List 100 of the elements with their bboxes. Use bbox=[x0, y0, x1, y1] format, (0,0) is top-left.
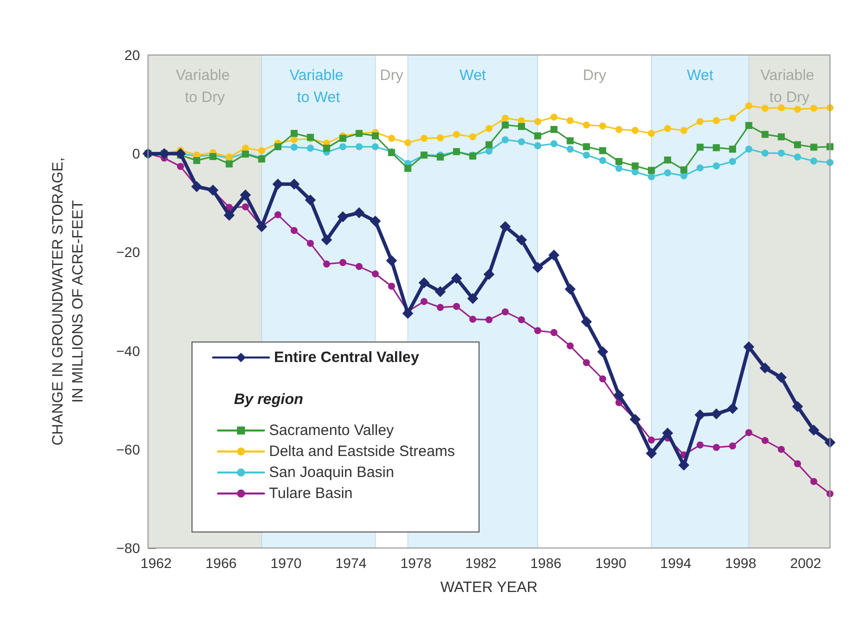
point bbox=[648, 130, 655, 137]
point bbox=[518, 138, 525, 146]
point bbox=[680, 126, 688, 134]
point bbox=[729, 158, 736, 165]
point bbox=[290, 136, 298, 144]
point bbox=[486, 124, 492, 132]
y-tick-label: −20 bbox=[116, 244, 140, 260]
point bbox=[760, 362, 771, 374]
point bbox=[323, 144, 330, 152]
point bbox=[794, 460, 802, 468]
legend-label: Tulare Basin bbox=[269, 485, 353, 502]
point bbox=[372, 132, 379, 140]
point bbox=[372, 270, 379, 278]
y-tick-label: −80 bbox=[116, 540, 140, 556]
band-label: Variable to Wet bbox=[289, 67, 348, 106]
point bbox=[794, 154, 802, 161]
point bbox=[712, 444, 720, 451]
y-tick-label: −60 bbox=[116, 441, 140, 458]
point bbox=[306, 144, 314, 152]
point bbox=[664, 156, 672, 164]
point bbox=[226, 160, 233, 168]
point bbox=[729, 442, 736, 450]
point bbox=[290, 144, 298, 151]
point bbox=[582, 359, 590, 366]
point bbox=[743, 341, 754, 352]
point bbox=[272, 178, 284, 190]
point bbox=[632, 126, 639, 134]
x-tick-label: 1978 bbox=[400, 555, 432, 571]
point bbox=[550, 114, 558, 121]
band-label: Dry bbox=[380, 67, 404, 84]
point bbox=[469, 133, 476, 140]
point bbox=[648, 436, 655, 444]
point bbox=[306, 240, 314, 247]
point bbox=[290, 227, 298, 234]
point bbox=[548, 250, 560, 261]
point bbox=[680, 166, 688, 174]
point bbox=[712, 162, 720, 170]
point bbox=[323, 260, 330, 268]
point bbox=[597, 346, 608, 358]
point bbox=[486, 316, 492, 324]
point bbox=[599, 375, 606, 382]
point bbox=[486, 141, 492, 148]
x-tick-label: 1970 bbox=[270, 555, 302, 571]
point bbox=[613, 390, 624, 401]
point bbox=[808, 424, 820, 436]
point bbox=[778, 446, 785, 453]
point bbox=[518, 316, 525, 324]
point bbox=[582, 122, 590, 129]
point bbox=[304, 194, 316, 206]
point bbox=[354, 207, 365, 218]
point bbox=[534, 142, 542, 150]
x-tick-label: 1990 bbox=[595, 555, 627, 571]
point bbox=[467, 293, 478, 304]
x-tick-label: 1982 bbox=[465, 555, 497, 571]
point bbox=[386, 255, 398, 266]
legend-label: San Joaquin Basin bbox=[269, 464, 394, 481]
point bbox=[224, 210, 235, 221]
point bbox=[810, 478, 818, 485]
point bbox=[696, 441, 704, 448]
band-label: Wet bbox=[686, 67, 714, 84]
x-tick-label: 1974 bbox=[335, 555, 367, 571]
point bbox=[534, 118, 542, 126]
x-axis-title: WATER YEAR bbox=[440, 579, 538, 596]
point bbox=[193, 157, 200, 164]
point bbox=[710, 408, 722, 420]
point bbox=[534, 132, 542, 140]
point bbox=[745, 102, 752, 110]
legend-label: Entire Central Valley bbox=[274, 349, 420, 366]
point bbox=[810, 157, 818, 164]
point bbox=[745, 429, 752, 436]
point bbox=[566, 137, 574, 144]
x-tick-label: 1986 bbox=[530, 555, 562, 571]
point bbox=[727, 402, 738, 414]
point bbox=[564, 284, 576, 295]
point bbox=[321, 234, 332, 246]
point bbox=[794, 106, 802, 113]
point bbox=[712, 144, 720, 152]
point bbox=[258, 147, 266, 154]
point bbox=[518, 122, 525, 130]
point bbox=[404, 164, 412, 172]
point bbox=[615, 158, 622, 165]
point bbox=[356, 143, 363, 150]
point bbox=[810, 144, 818, 151]
point bbox=[242, 203, 249, 210]
point bbox=[372, 143, 379, 150]
point bbox=[240, 190, 251, 201]
point bbox=[290, 130, 298, 137]
point bbox=[339, 143, 346, 150]
y-tick-label: 20 bbox=[124, 47, 140, 63]
point bbox=[696, 118, 704, 126]
point bbox=[502, 136, 509, 144]
point bbox=[404, 139, 412, 146]
point bbox=[648, 166, 655, 174]
point bbox=[762, 437, 769, 444]
point bbox=[550, 329, 558, 336]
point bbox=[420, 134, 428, 142]
point bbox=[516, 234, 527, 246]
point bbox=[434, 286, 446, 298]
point bbox=[502, 308, 509, 316]
point bbox=[599, 147, 606, 154]
